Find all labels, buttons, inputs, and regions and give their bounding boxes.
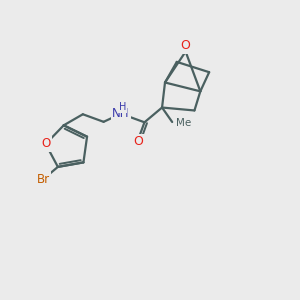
Text: Br: Br — [37, 173, 50, 186]
Text: O: O — [181, 39, 190, 52]
Text: O: O — [133, 135, 143, 148]
Text: O: O — [41, 137, 50, 151]
Text: NH: NH — [112, 107, 130, 120]
Text: Me: Me — [176, 118, 191, 128]
Text: H: H — [119, 102, 126, 112]
